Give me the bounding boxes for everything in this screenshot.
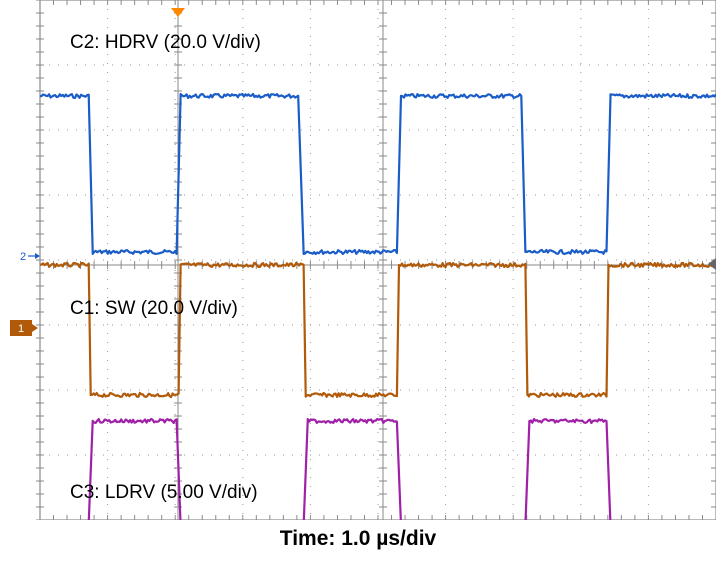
label-c2: C2: HDRV (20.0 V/div) xyxy=(70,32,261,53)
channel-markers: 213 xyxy=(10,251,716,336)
marker-label-2: 2 xyxy=(20,251,26,263)
trigger-marker xyxy=(171,8,185,17)
trace-3 xyxy=(87,417,612,520)
time-scale-label: Time: 1.0 µs/div xyxy=(279,527,437,550)
right-edge-marker xyxy=(708,258,716,270)
label-c3: C3: LDRV (5.00 V/div) xyxy=(70,482,258,503)
trace-2 xyxy=(39,92,716,256)
traces xyxy=(39,92,716,520)
oscilloscope-plot: 213 C2: HDRV (20.0 V/div) C1: SW (20.0 V… xyxy=(10,0,716,520)
marker-label-1: 1 xyxy=(18,323,24,335)
marker-box-1 xyxy=(10,320,32,336)
trace-1 xyxy=(39,261,716,399)
marker-arrow-1 xyxy=(32,324,38,332)
grid xyxy=(36,0,716,520)
label-c1: C1: SW (20.0 V/div) xyxy=(70,298,238,319)
marker-arrow-2 xyxy=(35,253,40,259)
